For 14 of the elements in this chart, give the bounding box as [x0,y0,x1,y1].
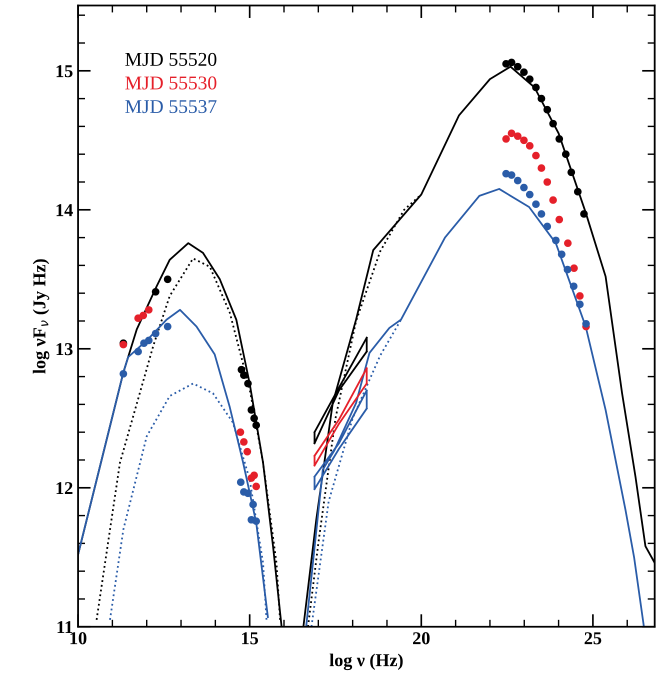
x-tick-label: 25 [584,632,602,644]
x-tick-label: 20 [413,632,430,644]
text: MJD 55530 [125,76,216,90]
y-tick-label: 11 [58,621,72,634]
text: MJD 55537 [125,100,217,114]
x-axis-title: log ν (Hz) [330,654,403,670]
text: MJD 55520 [125,52,216,66]
y-axis-title: log νF$_{ν}$ (Jy Hz) [32,259,50,374]
x-tick-label: 10 [70,632,86,644]
x-tick-label: 15 [242,632,258,644]
y-tick-label: 12 [56,482,72,494]
y-tick-label: 14 [56,204,73,216]
y-tick-label: 15 [56,65,73,78]
y-tick-label: 13 [56,343,73,356]
